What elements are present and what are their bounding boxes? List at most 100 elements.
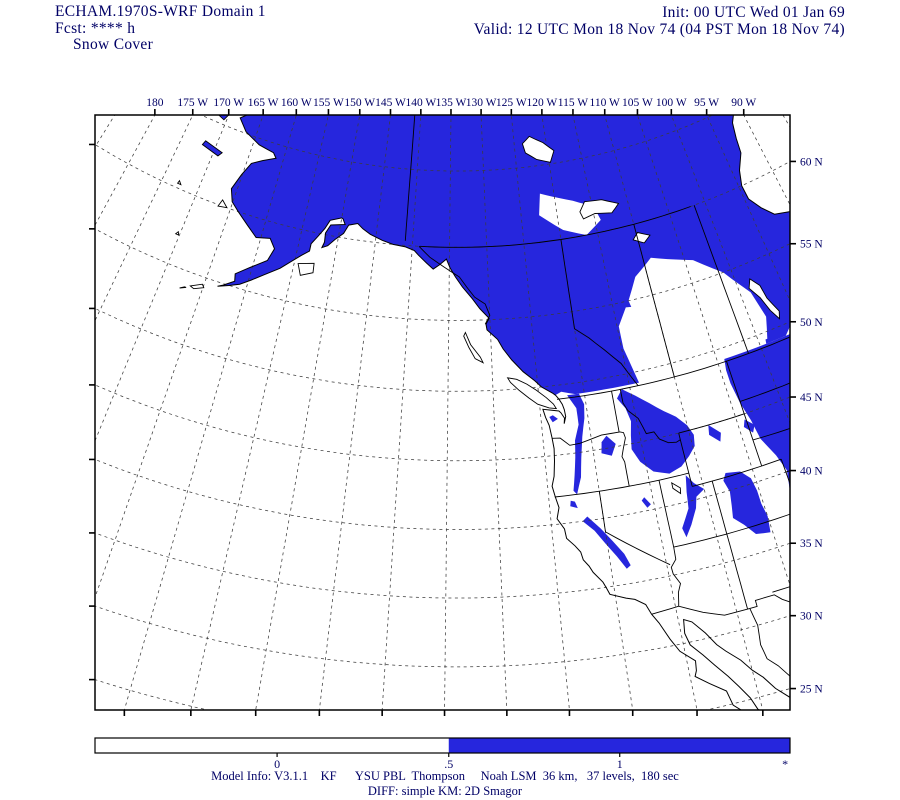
parallel-line (95, 308, 790, 392)
island-outline (463, 331, 485, 364)
longitude-label: 150 W (344, 97, 375, 109)
political-border (619, 389, 681, 444)
snow-cover-polygon (617, 389, 695, 474)
no-snow-patch (628, 257, 768, 352)
meridian-line (637, 115, 790, 587)
graticule-labels: 180 175 W 170 W 165 W 160 W 155 W 150 W 145 W 14… (146, 97, 823, 696)
lake-outline (748, 278, 780, 320)
political-border (598, 491, 671, 566)
political-border (554, 472, 689, 498)
island-outline (174, 230, 180, 236)
lake-outline (632, 231, 651, 244)
latitude-label: 45 N (800, 392, 823, 404)
political-border (692, 458, 782, 487)
colorbar-label: * (782, 757, 788, 771)
island-outline (217, 199, 228, 209)
political-border (693, 205, 749, 354)
political-border (726, 361, 763, 467)
parallel-line (95, 605, 790, 668)
political-border (780, 459, 790, 485)
snow-cover-polygon (724, 333, 790, 492)
colorbar-label: 1 (617, 757, 623, 771)
tick-marks (89, 109, 796, 716)
meridian-line (190, 115, 329, 710)
diffusion-info-line: DIFF: simple KM: 2D Smagor (367, 784, 523, 798)
latitude-label: 35 N (800, 538, 823, 550)
longitude-label: 110 W (590, 97, 620, 109)
longitude-label: 180 (146, 97, 164, 109)
longitude-label: 145 W (375, 97, 406, 109)
snow-island-outline (201, 140, 223, 157)
lake-outline (521, 135, 555, 163)
latitude-label: 40 N (800, 466, 823, 478)
coastline (217, 115, 790, 710)
parallel-line (95, 459, 790, 530)
longitude-label: 140 W (405, 97, 436, 109)
longitude-label: 95 W (694, 97, 719, 109)
meridian-line (572, 115, 698, 710)
political-border (633, 224, 675, 378)
meridian-line (255, 115, 361, 710)
political-border (711, 480, 749, 610)
meridian-line (510, 115, 570, 710)
meridian-line (318, 115, 391, 710)
political-border (611, 390, 620, 433)
parallel-line (200, 115, 714, 172)
longitude-label: 135 W (436, 97, 467, 109)
snow-cover-polygon (708, 425, 721, 442)
latitude-label: 60 N (800, 156, 823, 168)
latitude-label: 30 N (800, 611, 823, 623)
snow-cover-polygon (570, 500, 578, 509)
political-border (772, 586, 790, 593)
political-border (752, 427, 790, 441)
model-title: ECHAM.1970S-WRF Domain 1 (55, 3, 266, 20)
political-border (678, 432, 693, 487)
longitude-label: 100 W (656, 97, 687, 109)
lake-outline (579, 199, 620, 220)
snow-cover-polygon (743, 419, 755, 433)
colorbar-high-segment (448, 738, 790, 753)
longitude-label: 115 W (558, 97, 588, 109)
no-snow-patch (732, 115, 790, 215)
longitude-label: 130 W (466, 97, 497, 109)
longitude-label: 120 W (526, 97, 557, 109)
snow-cover-polygon (723, 471, 771, 534)
political-border (673, 513, 790, 548)
political-border (749, 608, 790, 677)
political-border (658, 480, 675, 548)
meridian-line (670, 115, 790, 425)
longitude-label: 155 W (313, 97, 344, 109)
island-outline (189, 283, 205, 290)
meridian-line (381, 115, 422, 710)
island-outline (179, 286, 187, 289)
longitude-label: 170 W (213, 97, 244, 109)
colorbar-label: .5 (444, 757, 453, 771)
political-border (651, 594, 790, 616)
island-outline (176, 179, 182, 186)
political-border (560, 239, 639, 386)
forecast-hour: Fcst: **** h (55, 19, 136, 37)
longitude-label: 175 W (177, 97, 208, 109)
meridian-line (123, 115, 297, 710)
lake-outline (671, 481, 682, 495)
snow-cover-polygon (601, 435, 616, 456)
colorbar-frame (94, 737, 791, 754)
political-border (556, 336, 790, 400)
snow-cover-polygon (197, 115, 790, 401)
snow-cover-polygon (582, 516, 631, 569)
meridian-line (480, 115, 508, 710)
ocean (95, 115, 790, 710)
colorbar-label: 0 (274, 757, 280, 771)
parallel-line (145, 0, 759, 90)
political-border (404, 115, 416, 241)
longitude-label: 105 W (622, 97, 653, 109)
meridian-line (444, 115, 452, 710)
no-snow-patch (539, 193, 601, 235)
political-border (678, 413, 745, 434)
hudson-bay-coastline (731, 115, 790, 215)
meridian-line (95, 115, 264, 599)
model-info-line: Model Info: V3.1.1 KF YSU PBL Thompson N… (211, 769, 679, 783)
